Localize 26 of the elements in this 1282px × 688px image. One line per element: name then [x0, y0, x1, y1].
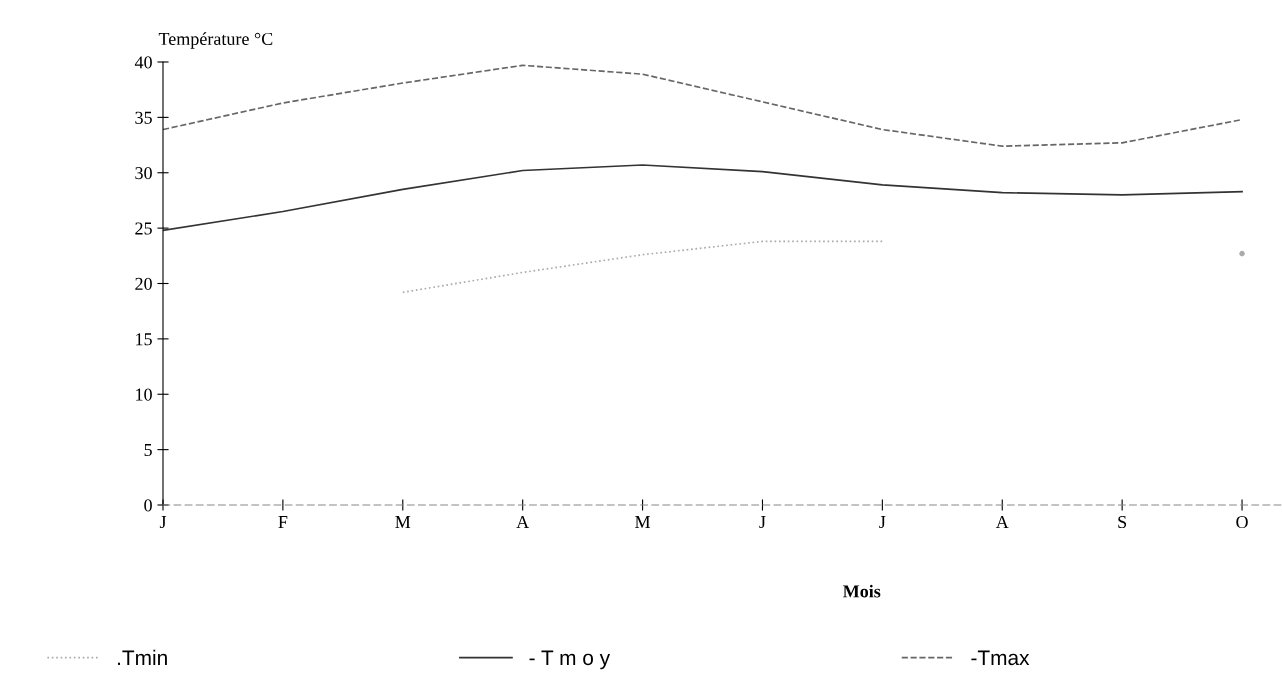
y-tick-label: 30 [135, 167, 152, 180]
y-tick-label: 20 [135, 277, 152, 290]
x-tick-label: J [159, 516, 167, 529]
y-tick-label: 0 [144, 499, 152, 512]
x-tick-label: J [759, 516, 766, 529]
y-tick-label: 25 [135, 222, 152, 235]
x-axis-title: Mois [842, 584, 881, 598]
y-tick-label: 40 [134, 56, 152, 69]
x-tick-label: F [278, 516, 288, 528]
legend-label: -Tmax [971, 650, 1030, 666]
x-tick-label: O [1236, 515, 1248, 529]
y-tick-label: 5 [144, 444, 152, 457]
y-tick-label: 15 [136, 333, 152, 346]
y-tick-label: 35 [135, 111, 152, 124]
x-tick-label: M [395, 516, 411, 528]
x-tick-label: J [879, 516, 886, 529]
y-axis-title: Température °C [158, 32, 273, 49]
legend-label: .Tmin [118, 649, 167, 665]
x-tick-label: A [995, 516, 1009, 528]
x-tick-label: M [635, 516, 651, 528]
x-tick-label: S [1118, 515, 1127, 529]
legend-label: - T m o y [529, 650, 611, 670]
line-series [163, 64, 1243, 148]
line-series [163, 164, 1243, 232]
x-tick-label: A [516, 516, 530, 528]
y-tick-label: 10 [136, 388, 152, 401]
